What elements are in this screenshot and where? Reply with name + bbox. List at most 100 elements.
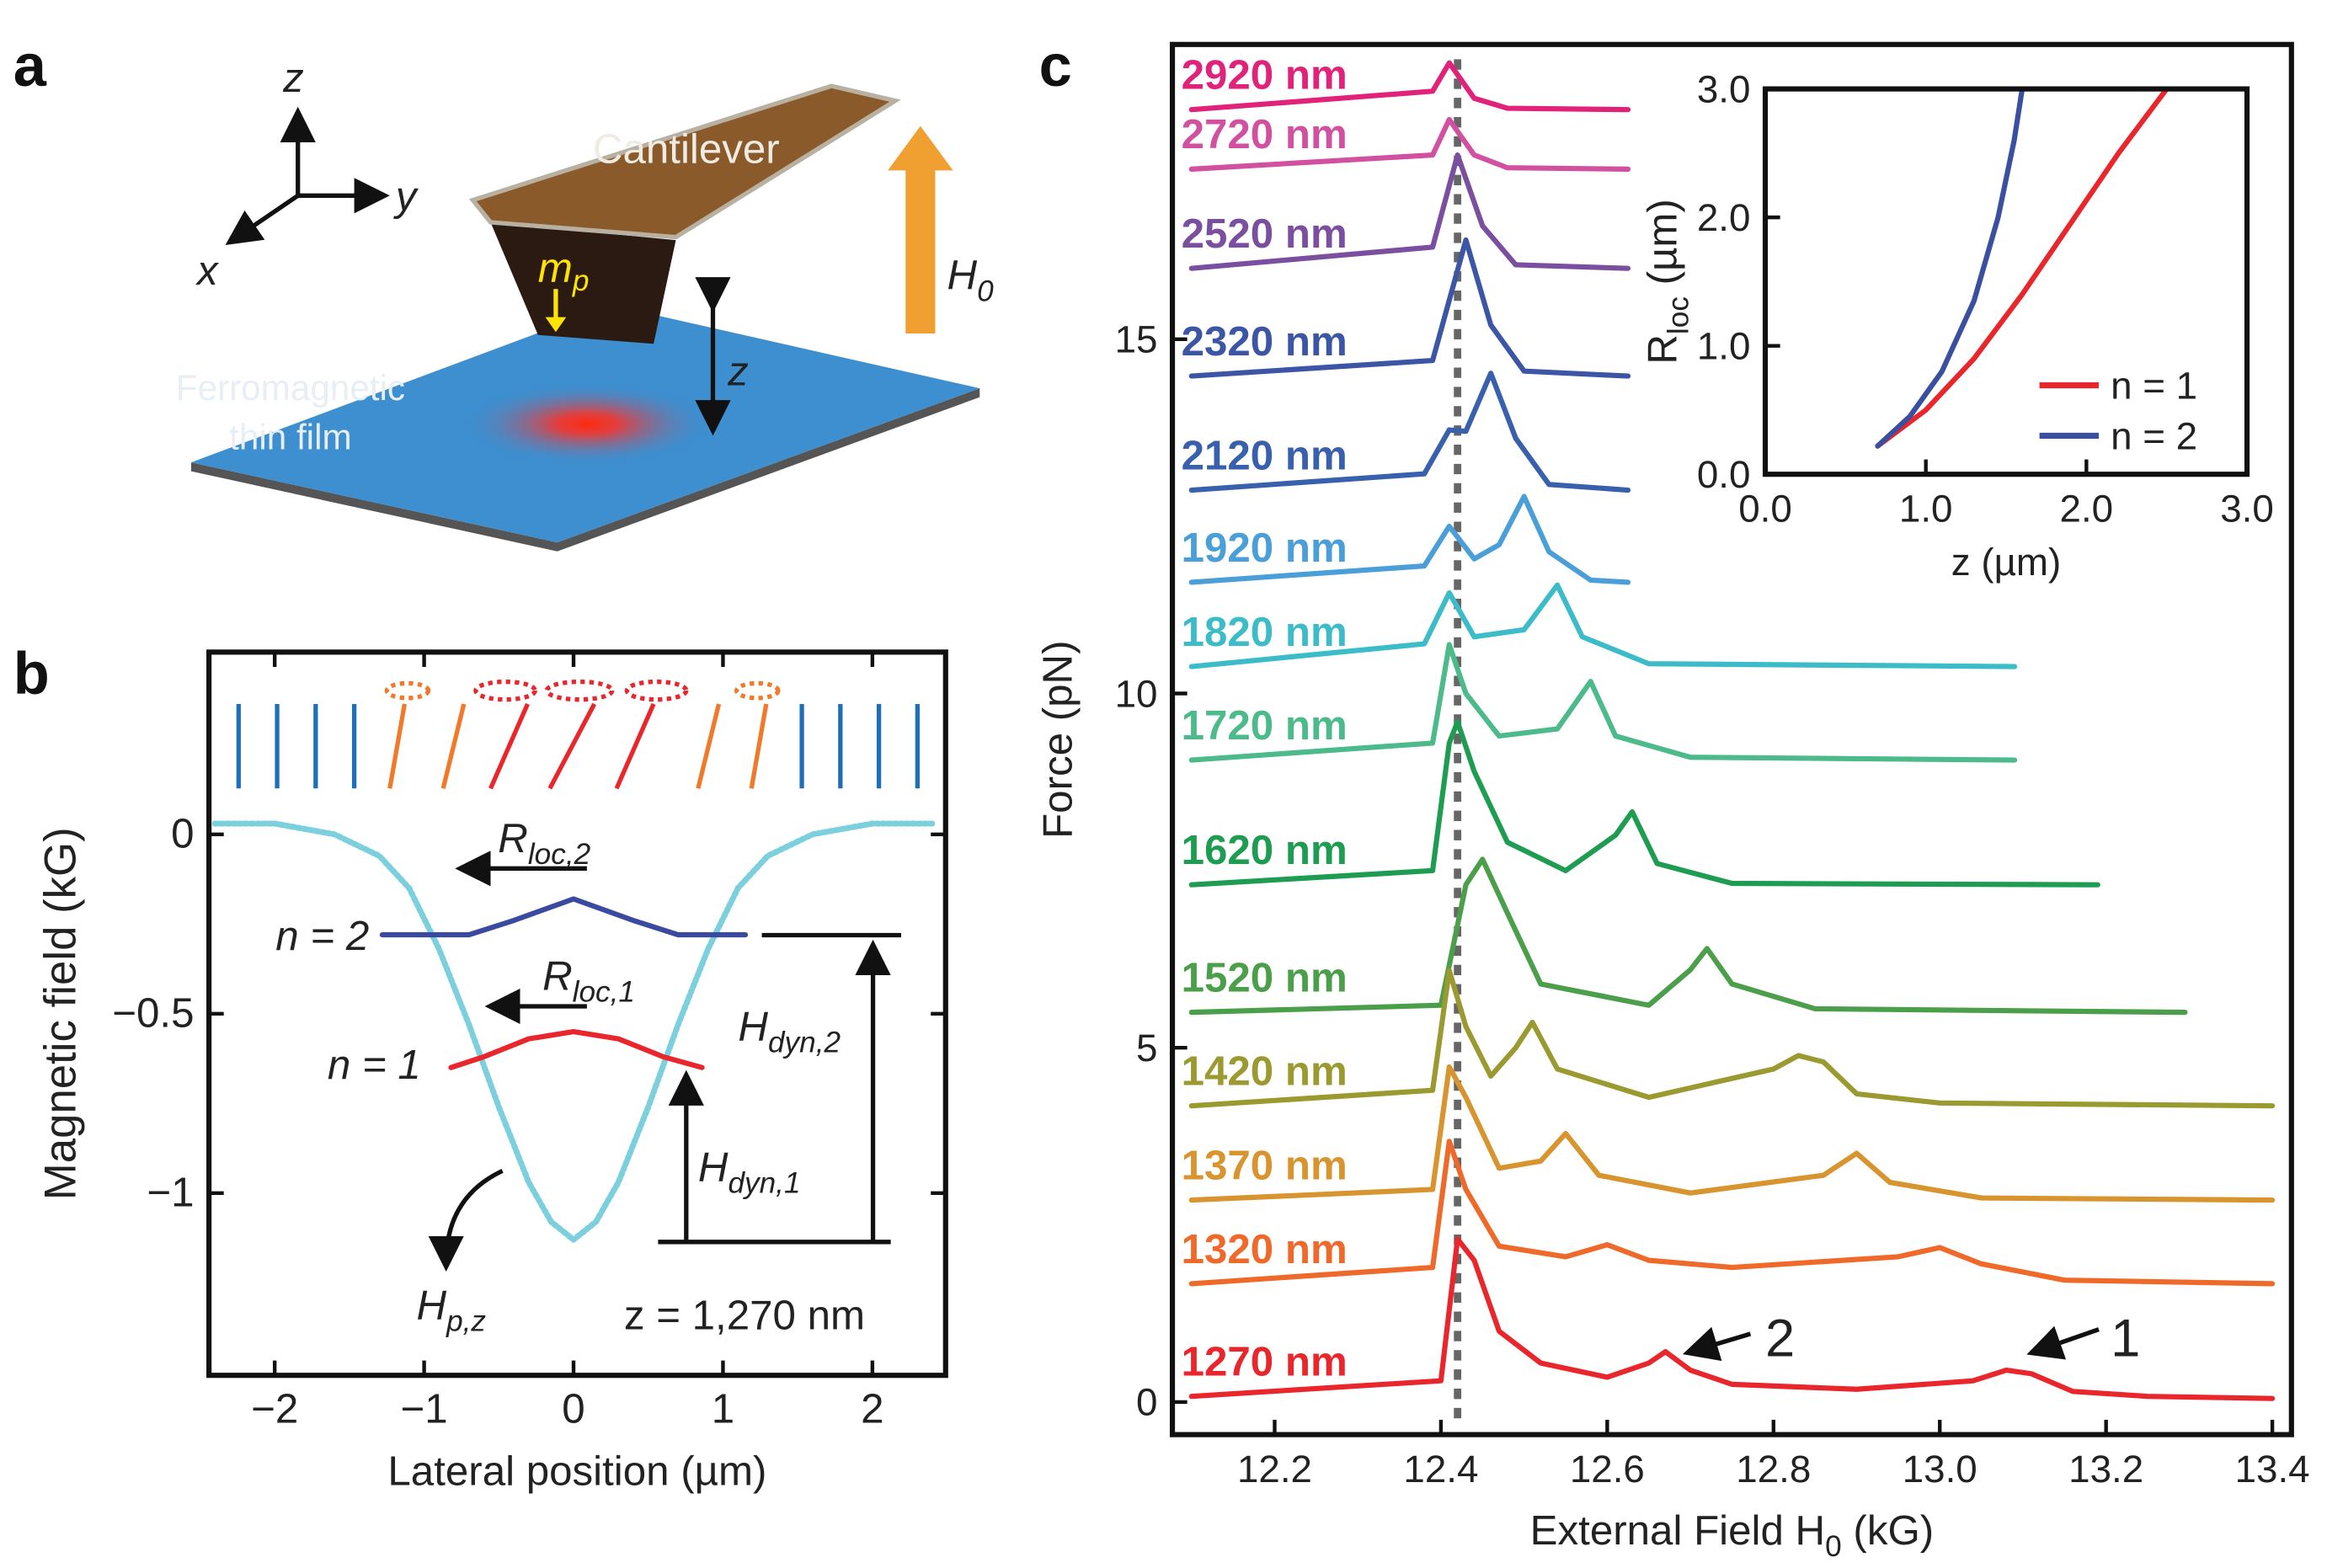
series-label: 1370 nm — [1182, 1142, 1348, 1188]
chart: −2 −1 0 1 2 0 −0.5 −1 Lateral position (µm) Magne… — [36, 649, 948, 1494]
series-line — [1188, 968, 2276, 1109]
annotation: Rloc,2 — [498, 815, 590, 871]
series-line — [1188, 152, 1631, 271]
series-line — [1188, 371, 1631, 493]
annotation-sub: loc,1 — [573, 976, 635, 1009]
annotation: Hp,z — [416, 1282, 486, 1337]
film-edge — [190, 388, 980, 552]
series-label: 2520 nm — [1182, 211, 1348, 257]
label: mp — [538, 244, 590, 297]
annotation-sub: p,z — [446, 1304, 486, 1337]
spin-arrows — [236, 679, 920, 790]
label: z — [727, 349, 749, 395]
plot-frame — [1169, 41, 2294, 1437]
tip — [490, 221, 676, 344]
x-tick-label: 13.2 — [2068, 1448, 2143, 1491]
label: Ferromagnetic — [176, 368, 405, 408]
y-tick-label: 1.0 — [1697, 324, 1751, 367]
series-line — [1188, 719, 2100, 888]
x-axis-title: Lateral position (µm) — [387, 1448, 766, 1494]
y-tick-label: 0 — [171, 811, 194, 857]
series-label: 2920 nm — [1182, 52, 1348, 99]
axis-label: z — [282, 55, 304, 101]
series-label: 1520 nm — [1182, 954, 1348, 1000]
y-axis-title: Rloc (µm) — [1639, 199, 1695, 365]
annotation: Rloc,1 — [542, 953, 635, 1009]
label: m — [538, 244, 573, 291]
y-axis-title: Force (pN) — [1034, 640, 1081, 838]
series-line — [1188, 1139, 2276, 1287]
annotation: R — [498, 815, 528, 861]
label: Cantilever — [593, 126, 780, 173]
moment-arrow — [545, 317, 567, 333]
x-tick-label: 3.0 — [2220, 487, 2274, 530]
y-axis-title: Magnetic field (kG) — [36, 827, 86, 1200]
series-line — [1875, 86, 2025, 449]
x-axis-title: z (µm) — [1951, 541, 2062, 584]
x-tick-label: 13.4 — [2235, 1448, 2310, 1491]
x-tick-label: 12.6 — [1570, 1448, 1645, 1491]
panel-c-annotations: 2 1 — [1682, 1309, 2140, 1368]
x-tick-label: 13.0 — [1903, 1448, 1977, 1491]
annotation: 1 — [2111, 1309, 2140, 1368]
series-line — [1188, 1064, 2276, 1203]
series-line — [448, 1029, 705, 1070]
series-line — [1188, 237, 1631, 379]
plot-frame — [1762, 86, 2250, 477]
y-tick-label: 2.0 — [1697, 196, 1751, 239]
annotation: H — [698, 1144, 729, 1191]
series-line — [1188, 116, 1631, 172]
x-tick-label: 0 — [562, 1386, 584, 1432]
y-tick-label: 5 — [1136, 1027, 1157, 1069]
y-tick-label: −0.5 — [112, 990, 194, 1037]
y-tick-label: 0 — [1136, 1381, 1157, 1424]
y-axis-title: R — [1639, 334, 1685, 365]
series-label: 1620 nm — [1182, 827, 1348, 873]
annotation: n = 1 — [328, 1042, 421, 1088]
series-line — [1188, 582, 2018, 669]
plot-frame — [206, 649, 948, 1379]
y-axis-title: Magnetic field (kG) — [36, 827, 86, 1200]
annotation: H — [738, 1003, 768, 1049]
series-label: 1820 nm — [1182, 609, 1348, 655]
x-tick-label: 12.8 — [1736, 1448, 1811, 1491]
x-tick-label: 1.0 — [1899, 487, 1953, 530]
x-axis-title-sub: 0 — [1825, 1530, 1842, 1563]
y-tick-label: 3.0 — [1697, 67, 1751, 110]
axis-arrow — [225, 194, 300, 246]
series-line — [1188, 856, 2188, 1016]
x-tick-label: 1 — [712, 1386, 734, 1432]
x-tick-label: −2 — [251, 1386, 298, 1432]
annotation: R — [542, 953, 573, 1000]
series-line — [1188, 1236, 2276, 1401]
legend-label: n = 1 — [2111, 364, 2197, 407]
label-sub: 0 — [977, 275, 994, 307]
series-label: 1920 nm — [1182, 525, 1348, 571]
series-label: 2320 nm — [1182, 318, 1348, 365]
series-label: 2720 nm — [1182, 111, 1348, 157]
panel-letter: a — [13, 32, 47, 99]
x-tick-label: 2.0 — [2060, 487, 2114, 530]
series-line — [211, 820, 936, 1243]
annotation-sub: loc,2 — [528, 838, 591, 871]
annotation-sub: dyn,1 — [728, 1167, 800, 1200]
series-line — [379, 896, 749, 938]
series-line — [1188, 642, 2018, 763]
series-label: 2120 nm — [1182, 432, 1348, 478]
label: H0 — [947, 252, 995, 307]
y-axis-title-sub: loc — [1663, 296, 1695, 334]
field-arrow — [888, 125, 953, 333]
x-axis-title: (kG) — [1842, 1507, 1934, 1554]
annotation-sub: dyn,2 — [768, 1027, 841, 1059]
label: H — [947, 252, 978, 298]
x-tick-label: 2 — [861, 1386, 883, 1432]
annotation: 2 — [1765, 1309, 1795, 1368]
annotation: z = 1,270 nm — [624, 1293, 865, 1339]
series-label: 1320 nm — [1182, 1226, 1348, 1272]
x-tick-label: 12.2 — [1237, 1448, 1312, 1491]
y-tick-label: 0.0 — [1697, 453, 1751, 496]
series-line — [1875, 86, 2170, 449]
annotation-arrow — [1682, 1326, 1752, 1362]
